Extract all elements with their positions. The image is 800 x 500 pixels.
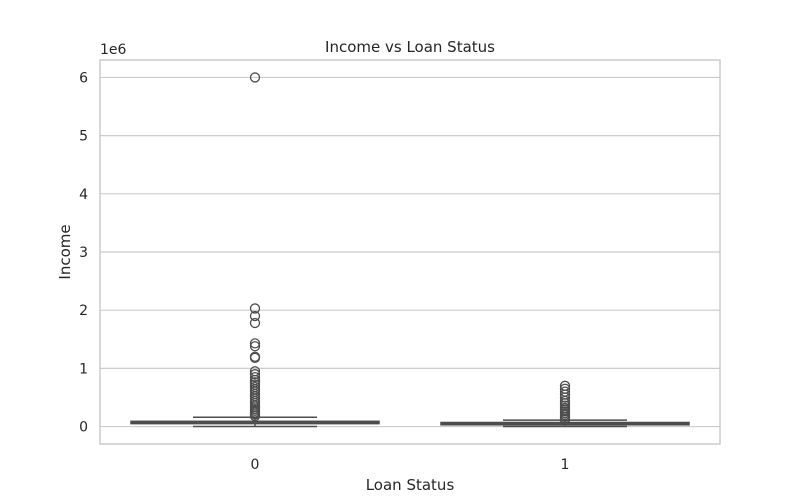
- box-layer: [130, 72, 690, 428]
- grid-layer: [100, 76, 720, 428]
- plot-frame: [99, 59, 721, 445]
- y-tick-label: 4: [79, 187, 88, 203]
- outlier-point: [249, 72, 261, 83]
- y-tick-label: 3: [79, 245, 88, 261]
- y-tick-label: 6: [79, 70, 88, 86]
- chart-title: Income vs Loan Status: [325, 38, 495, 56]
- y-tick-label: 2: [79, 303, 88, 319]
- y-axis-offset-label: 1e6: [100, 42, 127, 58]
- outlier-point: [249, 338, 261, 349]
- outlier-point: [559, 392, 571, 403]
- box-group-0: [130, 72, 380, 428]
- x-tick-label: 1: [561, 457, 570, 473]
- outlier-point: [249, 369, 261, 380]
- outlier-point: [249, 410, 261, 422]
- y-tick-label: 0: [79, 420, 88, 436]
- y-tick-label: 1: [79, 361, 88, 377]
- y-axis-label: Income: [56, 224, 74, 279]
- outlier-point: [249, 310, 261, 322]
- outlier-point: [249, 317, 261, 329]
- x-axis-label: Loan Status: [366, 476, 455, 494]
- box-group-1: [440, 380, 690, 428]
- outlier-point: [249, 303, 261, 314]
- outlier-point: [559, 414, 571, 425]
- outlier-point: [249, 341, 261, 352]
- x-tick-label: 0: [251, 457, 260, 473]
- outlier-point: [249, 352, 261, 364]
- y-tick-label: 5: [79, 129, 88, 145]
- y-tick-labels: 0 1 2 3 4 5 6: [79, 70, 88, 435]
- outlier-point: [249, 371, 261, 383]
